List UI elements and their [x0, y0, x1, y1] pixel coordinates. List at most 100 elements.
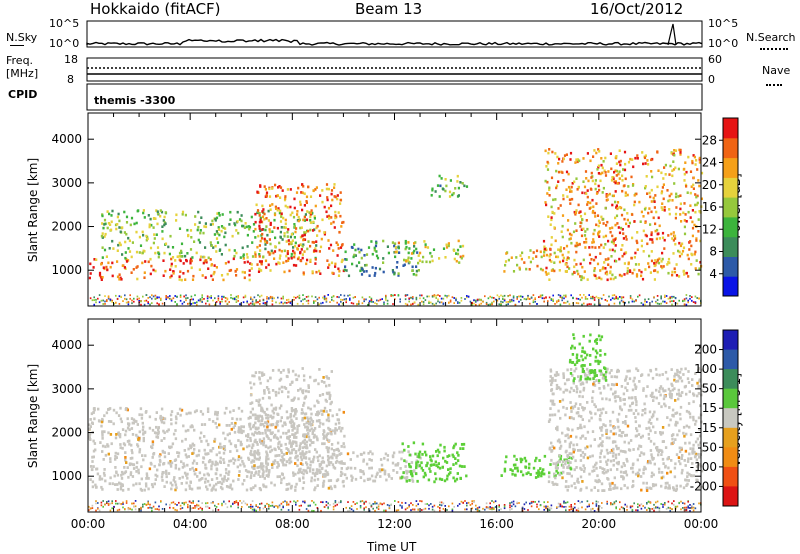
- power-cell: [631, 158, 634, 161]
- power-noise-cell: [653, 296, 655, 299]
- velocity-cell: [265, 474, 268, 477]
- power-noise-cell: [449, 300, 452, 303]
- velocity-cell: [162, 429, 165, 433]
- power-noise-cell: [644, 300, 646, 303]
- velocity-cell: [180, 460, 183, 464]
- power-noise-cell: [511, 300, 513, 303]
- velocity-cell: [157, 431, 160, 434]
- velocity-cell: [622, 398, 625, 401]
- velocity-cell: [596, 359, 600, 363]
- power-noise-cell: [615, 295, 617, 298]
- velocity-cell: [660, 471, 664, 474]
- velocity-cell: [155, 431, 158, 435]
- power-noise-cell: [97, 297, 99, 300]
- velocity-cell: [205, 439, 208, 443]
- power-cell: [199, 229, 202, 232]
- velocity-cell: [602, 407, 605, 411]
- power-cell: [634, 263, 638, 266]
- power-noise-cell: [471, 302, 473, 304]
- power-cell: [279, 254, 282, 257]
- velocity-cell: [692, 418, 695, 422]
- power-cell: [224, 231, 227, 235]
- power-cell: [697, 179, 700, 182]
- power-noise-cell: [592, 297, 594, 300]
- power-cell: [584, 230, 587, 233]
- velocity-cell: [249, 410, 253, 414]
- power-cell: [642, 229, 645, 233]
- velocity-cell: [583, 425, 586, 429]
- velocity-cell: [106, 443, 109, 446]
- power-cell: [656, 232, 659, 236]
- power-cell: [274, 236, 277, 240]
- velocity-cell: [119, 443, 122, 446]
- power-cell: [398, 251, 401, 254]
- power-cell: [638, 200, 641, 204]
- velocity-cell: [237, 478, 240, 481]
- velocity-cell: [383, 472, 387, 476]
- velocity-cell: [367, 451, 370, 455]
- power-noise-cell: [419, 297, 421, 300]
- velocity-cell: [652, 399, 655, 402]
- velocity-cell: [220, 482, 224, 486]
- nsky-tick-bottom: 10^0: [49, 37, 80, 50]
- velocity-cell: [595, 374, 598, 377]
- power-cell: [520, 257, 523, 261]
- power-cell: [653, 264, 656, 268]
- power-cell: [268, 187, 271, 191]
- power-cell: [305, 201, 308, 204]
- power-noise-cell: [89, 297, 92, 300]
- power-cell: [303, 204, 306, 207]
- power-cell: [293, 253, 296, 256]
- velocity-cell: [623, 464, 626, 467]
- power-cell: [567, 185, 571, 189]
- power-cell: [660, 191, 663, 195]
- power-cell: [568, 198, 571, 202]
- power-noise-cell: [473, 299, 475, 302]
- velocity-cell: [216, 413, 219, 417]
- velocity-cell: [515, 458, 518, 461]
- velocity-cell: [571, 353, 575, 356]
- power-noise-cell: [619, 301, 621, 304]
- power-cell: [574, 222, 577, 225]
- power-cell: [213, 264, 216, 267]
- power-cell: [257, 270, 261, 273]
- power-noise-cell: [545, 296, 547, 299]
- power-cell: [143, 216, 146, 219]
- power-cell: [521, 251, 524, 255]
- velocity-cell: [117, 431, 120, 435]
- power-cell: [410, 252, 414, 255]
- velocity-cell: [264, 428, 267, 432]
- power-cell: [594, 215, 597, 218]
- velocity-cell: [444, 459, 447, 463]
- power-noise-cell: [372, 301, 374, 303]
- power-cell: [650, 259, 654, 263]
- velocity-cell: [611, 454, 615, 458]
- velocity-cell: [432, 463, 436, 467]
- power-cell: [547, 272, 550, 275]
- power-cell: [690, 244, 693, 248]
- velocity-cell: [323, 406, 327, 410]
- velocity-cell: [692, 392, 695, 396]
- power-cell: [562, 197, 565, 201]
- power-cell: [434, 190, 437, 193]
- power-cell: [683, 273, 686, 276]
- velocity-cell: [140, 465, 143, 469]
- velocity-cell: [229, 486, 232, 489]
- power-cell: [213, 233, 216, 236]
- power-cell: [162, 274, 165, 277]
- velocity-cell: [667, 423, 671, 427]
- power-cell: [678, 254, 682, 258]
- velocity-cell: [370, 466, 373, 470]
- velocity-cell: [605, 370, 608, 374]
- power-cell: [191, 256, 194, 259]
- velocity-cell: [125, 407, 128, 410]
- velocity-cell: [599, 418, 602, 422]
- velocity-cell: [318, 471, 321, 475]
- power-cell: [319, 245, 323, 249]
- power-cell: [303, 192, 306, 195]
- velocity-cell: [625, 473, 629, 477]
- velocity-cell: [613, 483, 617, 487]
- velocity-cell: [695, 458, 699, 462]
- power-noise-cell: [179, 294, 182, 297]
- velocity-cell: [199, 477, 203, 481]
